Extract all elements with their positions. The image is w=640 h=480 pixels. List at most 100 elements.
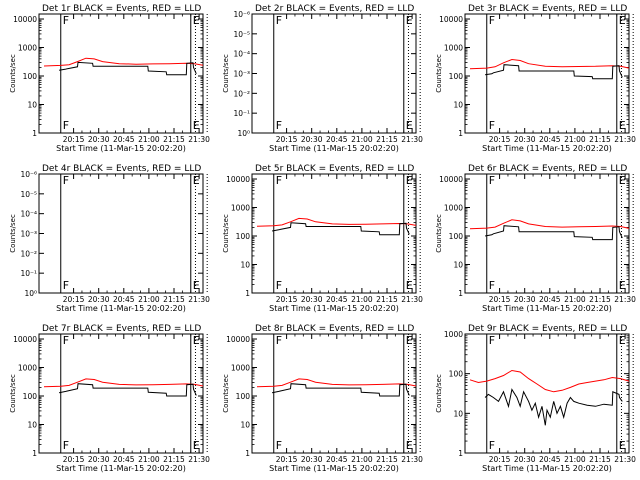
x-tick-label: 21:30 <box>188 135 210 144</box>
series-events <box>484 388 623 426</box>
x-tick-label: 21:30 <box>614 295 636 304</box>
x-tick-label: 21:15 <box>589 135 611 144</box>
y-tick-label: 100 <box>449 72 464 81</box>
x-tick-label: 21:30 <box>188 295 210 304</box>
x-tick-label: 20:15 <box>276 455 298 464</box>
series-events <box>271 383 410 397</box>
x-tick-label: 20:30 <box>514 295 536 304</box>
y-tick-label: 10⁻¹ <box>233 109 250 118</box>
x-tick-label: 21:00 <box>351 455 373 464</box>
panel-3: Det 3r BLACK = Events, RED = LLD 1 10 100 10… <box>435 4 636 153</box>
y-tick-label: 1 <box>458 449 463 458</box>
flag-label-bottom-F: F <box>276 279 282 292</box>
y-tick-label: 10⁻³ <box>233 70 250 79</box>
x-tick-label: 20:45 <box>326 295 348 304</box>
flag-label-top-F: F <box>276 14 282 27</box>
flag-label-top-F: F <box>63 174 69 187</box>
x-axis-label: Start Time (11-Mar-15 20:02:20) <box>482 304 612 313</box>
x-tick-label: 21:15 <box>376 295 398 304</box>
plot-frame <box>251 13 417 134</box>
panel-7: Det 7r BLACK = Events, RED = LLD 1 10 100 10… <box>9 324 210 473</box>
flag-label-bottom-E: E <box>193 119 200 132</box>
x-axis-label: Start Time (11-Mar-15 20:02:20) <box>56 464 186 473</box>
flag-label-bottom-F: F <box>489 119 495 132</box>
y-tick-label: 1 <box>32 129 37 138</box>
flag-label-top-E: E <box>193 14 200 27</box>
y-tick-label: 10 <box>453 409 463 418</box>
x-tick-label: 21:30 <box>401 455 423 464</box>
plot-frame <box>464 173 630 294</box>
flag-label-top-E: E <box>406 334 413 347</box>
flag-label-top-F: F <box>489 14 495 27</box>
x-tick-label: 21:00 <box>564 135 586 144</box>
panel-title: Det 3r BLACK = Events, RED = LLD <box>468 4 627 14</box>
x-tick-label: 20:15 <box>63 135 85 144</box>
flag-label-top-E: E <box>193 174 200 187</box>
x-tick-label: 21:15 <box>163 295 185 304</box>
y-tick-label: 10000 <box>13 335 37 344</box>
y-tick-label: 1 <box>458 129 463 138</box>
series-lld <box>469 58 630 70</box>
y-tick-label: 10 <box>27 101 37 110</box>
y-tick-label: 10 <box>453 261 463 270</box>
flag-label-bottom-E: E <box>193 439 200 452</box>
y-tick-label: 10⁻⁴ <box>233 50 250 59</box>
x-tick-label: 20:45 <box>113 135 135 144</box>
y-tick-label: 10⁰ <box>237 129 250 138</box>
series-lld <box>256 217 417 227</box>
y-tick-label: 10000 <box>226 175 250 184</box>
x-tick-label: 21:15 <box>163 455 185 464</box>
flag-label-top-F: F <box>276 174 282 187</box>
x-tick-label: 21:15 <box>376 135 398 144</box>
x-tick-label: 20:30 <box>88 295 110 304</box>
y-axis-label: Counts/sec <box>435 374 443 413</box>
y-axis-label: Counts/sec <box>222 54 230 93</box>
panel-6: Det 6r BLACK = Events, RED = LLD 1 10 100 10… <box>435 164 636 313</box>
x-tick-label: 21:30 <box>401 135 423 144</box>
x-tick-label: 21:30 <box>401 295 423 304</box>
y-axis-label: Counts/sec <box>9 374 17 413</box>
panel-1: Det 1r BLACK = Events, RED = LLD 1 10 100 10… <box>9 4 210 153</box>
y-tick-label: 10⁻² <box>20 249 37 258</box>
flag-label-bottom-E: E <box>193 279 200 292</box>
plot-frame <box>38 13 204 134</box>
series-events <box>272 222 410 236</box>
y-tick-label: 10 <box>27 421 37 430</box>
flag-label-top-F: F <box>489 174 495 187</box>
series-events <box>58 383 197 397</box>
flag-label-bottom-F: F <box>276 119 282 132</box>
x-tick-label: 20:30 <box>514 455 536 464</box>
y-tick-label: 10000 <box>226 335 250 344</box>
panel-8: Det 8r BLACK = Events, RED = LLD 1 10 100 10… <box>222 324 423 473</box>
y-tick-label: 1 <box>245 289 250 298</box>
series-events <box>59 61 197 76</box>
y-tick-label: 1000 <box>231 204 250 213</box>
y-tick-label: 10⁰ <box>24 289 37 298</box>
panel-9: Det 9r BLACK = Events, RED = LLD 1 10 100 10… <box>435 324 636 473</box>
flag-label-top-E: E <box>619 14 626 27</box>
x-tick-label: 21:15 <box>589 455 611 464</box>
x-tick-label: 20:15 <box>489 455 511 464</box>
y-axis-label: Counts/sec <box>9 214 17 253</box>
flag-label-top-F: F <box>63 14 69 27</box>
y-axis-label: Counts/sec <box>435 214 443 253</box>
y-axis-label: Counts/sec <box>222 374 230 413</box>
y-tick-label: 10 <box>240 421 250 430</box>
x-tick-label: 20:30 <box>88 135 110 144</box>
x-tick-label: 20:15 <box>489 295 511 304</box>
x-tick-label: 21:00 <box>351 295 373 304</box>
y-tick-label: 100 <box>449 370 464 379</box>
x-tick-label: 20:15 <box>276 135 298 144</box>
panel-title: Det 1r BLACK = Events, RED = LLD <box>42 4 201 14</box>
x-axis-label: Start Time (11-Mar-15 20:02:20) <box>56 304 186 313</box>
series-lld <box>256 378 417 388</box>
flag-label-top-E: E <box>619 334 626 347</box>
x-tick-label: 20:15 <box>276 295 298 304</box>
panel-5: Det 5r BLACK = Events, RED = LLD 1 10 100 10… <box>222 164 423 313</box>
y-tick-label: 10⁻² <box>233 89 250 98</box>
x-tick-label: 20:45 <box>113 455 135 464</box>
x-tick-label: 21:00 <box>564 295 586 304</box>
y-tick-label: 1000 <box>18 364 37 373</box>
x-axis-label: Start Time (11-Mar-15 20:02:20) <box>269 304 399 313</box>
